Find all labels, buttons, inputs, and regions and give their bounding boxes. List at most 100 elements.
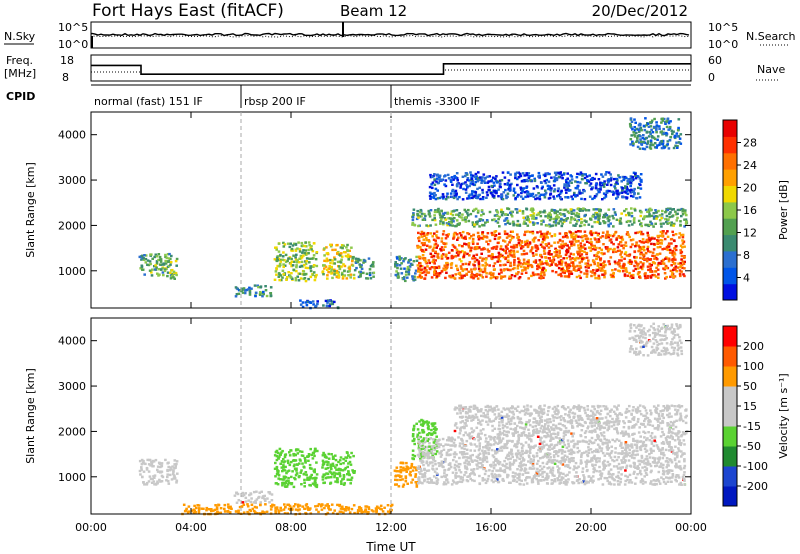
data-cell [197, 504, 201, 507]
data-cell [215, 507, 219, 511]
data-cell [434, 452, 438, 456]
data-cell [542, 220, 545, 223]
data-cell [633, 118, 636, 121]
data-cell [675, 219, 679, 222]
data-cell [494, 219, 498, 223]
data-cell [489, 192, 493, 195]
data-cell [456, 197, 459, 201]
data-cell [342, 511, 345, 514]
data-cell [678, 137, 682, 140]
data-cell [401, 469, 405, 472]
data-cell [323, 506, 326, 510]
data-cell [545, 263, 549, 266]
data-cell [599, 186, 602, 189]
data-cell [164, 458, 167, 462]
data-cell [478, 186, 481, 189]
data-cell [151, 477, 154, 481]
data-cell [596, 268, 600, 272]
data-cell [155, 260, 159, 263]
data-cell [292, 260, 296, 263]
data-cell [304, 273, 307, 276]
data-cell [331, 248, 334, 252]
data-cell [568, 179, 572, 183]
data-cell [493, 436, 497, 439]
data-cell [625, 455, 628, 458]
data-cell [646, 140, 650, 143]
data-cell [661, 232, 664, 235]
data-cell [330, 503, 334, 506]
data-cell [486, 175, 489, 178]
data-cell [660, 121, 663, 124]
data-cell [624, 479, 627, 483]
data-cell [404, 475, 408, 478]
data-cell [560, 217, 563, 221]
data-cell [649, 139, 653, 142]
data-cell [558, 439, 562, 442]
data-cell [438, 175, 441, 179]
data-cell [476, 211, 480, 214]
data-cell [313, 483, 316, 486]
data-cell [303, 456, 307, 460]
data-cell [351, 469, 354, 472]
data-cell [315, 461, 318, 464]
data-cell [446, 263, 449, 266]
data-cell [331, 302, 335, 306]
data-cell [454, 189, 458, 193]
data-cell [594, 463, 597, 467]
data-cell [672, 208, 675, 211]
data-cell [577, 218, 581, 222]
data-cell [613, 440, 617, 443]
data-cell [464, 181, 467, 184]
data-cell [589, 231, 592, 234]
data-cell [550, 261, 554, 265]
data-cell [652, 449, 655, 453]
data-cell [558, 249, 561, 252]
data-cell [671, 271, 674, 274]
data-cell [642, 140, 645, 144]
data-cell [629, 117, 633, 120]
data-cell [464, 237, 467, 240]
data-cell [419, 233, 423, 236]
data-cell [531, 252, 535, 255]
data-cell [294, 449, 298, 452]
data-cell [398, 255, 401, 258]
data-cell [674, 258, 677, 261]
data-cell [409, 470, 412, 474]
data-cell [645, 215, 649, 218]
data-cell [404, 468, 407, 471]
data-cell [326, 259, 330, 262]
data-cell [485, 460, 489, 463]
data-cell [251, 507, 255, 511]
data-cell [169, 261, 173, 264]
data-cell [567, 266, 570, 269]
data-cell [398, 475, 402, 478]
data-cell [609, 238, 613, 241]
data-cell [444, 179, 448, 182]
data-cell [660, 476, 663, 479]
data-cell [194, 511, 197, 514]
data-cell [665, 214, 669, 218]
data-cell [187, 505, 191, 508]
data-cell [156, 468, 159, 472]
colorbar-swatch [723, 120, 737, 137]
data-cell [416, 213, 419, 216]
data-cell [519, 186, 523, 189]
data-cell [413, 223, 417, 227]
data-cell [604, 246, 608, 249]
data-cell [545, 232, 549, 235]
data-cell [579, 192, 582, 195]
data-cell [601, 443, 605, 446]
data-cell [663, 146, 666, 149]
data-cell [330, 300, 334, 303]
data-cell [152, 465, 155, 468]
data-cell [653, 273, 656, 277]
data-cell [532, 223, 535, 226]
data-cell [349, 482, 352, 485]
data-cell [542, 276, 545, 279]
data-cell [294, 467, 297, 471]
data-cell [537, 239, 540, 242]
data-cell [528, 455, 531, 459]
data-cell [289, 506, 293, 509]
data-cell [662, 132, 666, 135]
data-cell [304, 458, 307, 462]
